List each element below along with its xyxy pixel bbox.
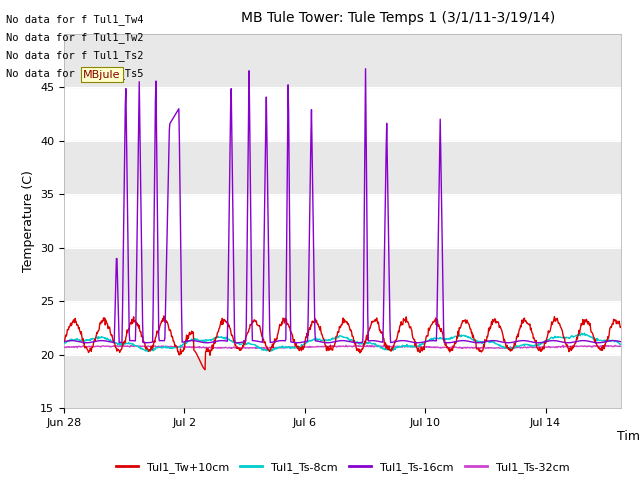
Y-axis label: Temperature (C): Temperature (C) <box>22 170 35 272</box>
Bar <box>64 141 621 194</box>
Bar <box>64 248 621 301</box>
Text: MBjule: MBjule <box>83 70 121 80</box>
Legend: Tul1_Tw+10cm, Tul1_Ts-8cm, Tul1_Ts-16cm, Tul1_Ts-32cm: Tul1_Tw+10cm, Tul1_Ts-8cm, Tul1_Ts-16cm,… <box>111 457 573 477</box>
Title: MB Tule Tower: Tule Temps 1 (3/1/11-3/19/14): MB Tule Tower: Tule Temps 1 (3/1/11-3/19… <box>241 12 556 25</box>
X-axis label: Time: Time <box>616 431 640 444</box>
Text: No data for f Tul1_Ts5: No data for f Tul1_Ts5 <box>6 68 144 79</box>
Text: No data for f Tul1_Tw4: No data for f Tul1_Tw4 <box>6 14 144 25</box>
Text: No data for f Tul1_Tw2: No data for f Tul1_Tw2 <box>6 32 144 43</box>
Bar <box>64 34 621 87</box>
Bar <box>64 355 621 408</box>
Text: No data for f Tul1_Ts2: No data for f Tul1_Ts2 <box>6 50 144 61</box>
